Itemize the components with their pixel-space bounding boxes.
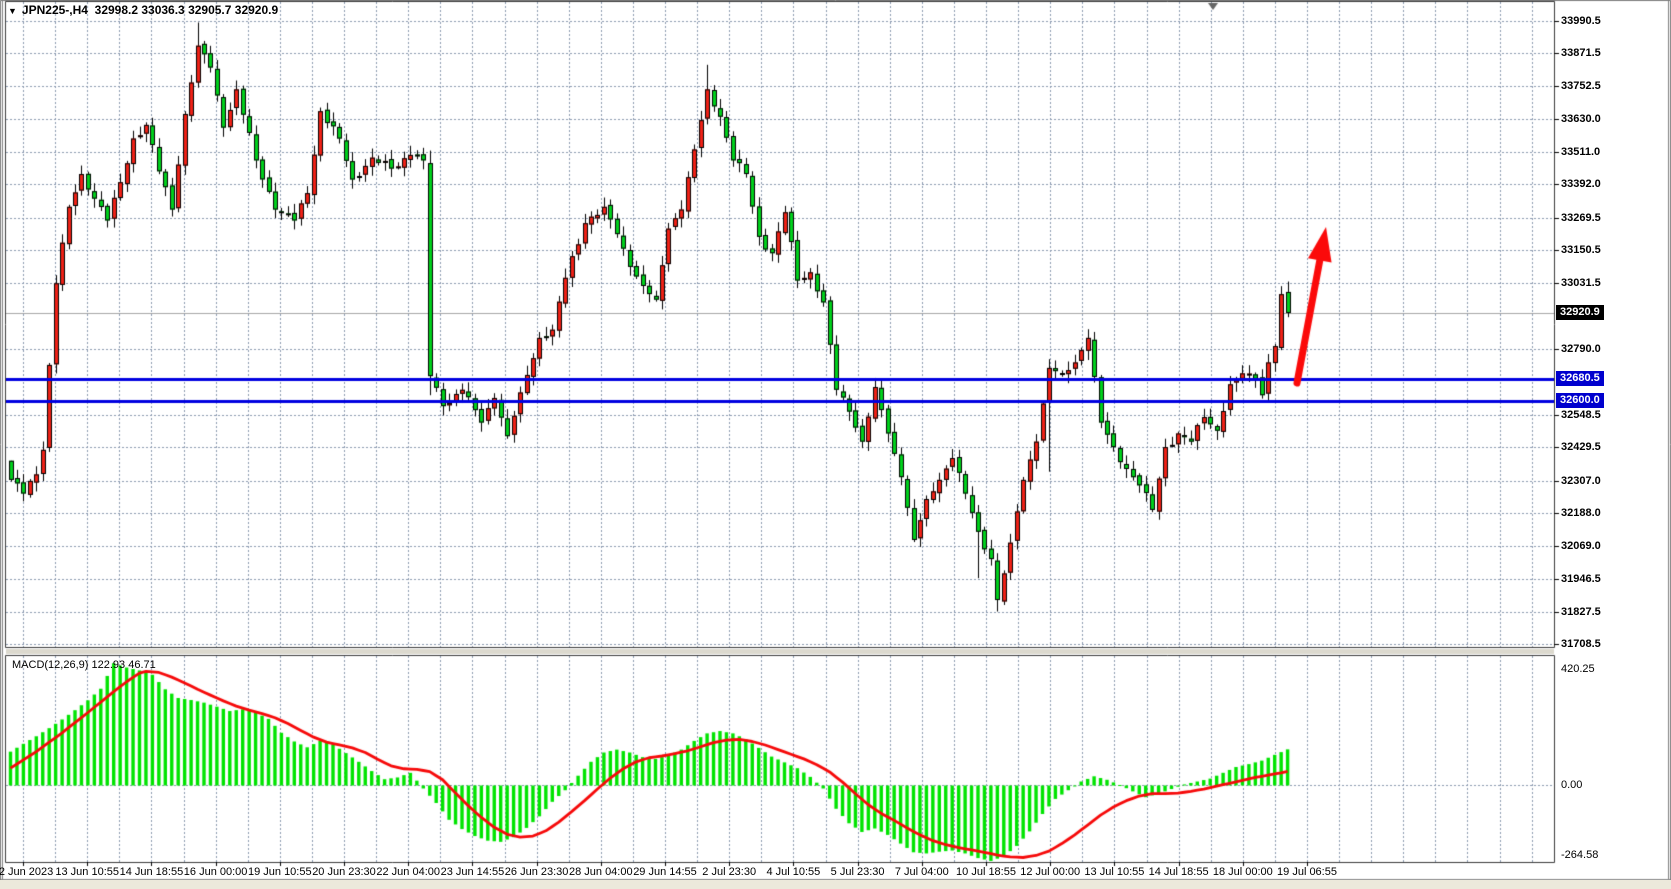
chart-title: ▼ JPN225-,H4 32998.2 33036.3 32905.7 3292…	[8, 3, 278, 17]
macd-name: MACD(12,26,9)	[12, 659, 89, 671]
price-axis-label: 32307.0	[1561, 474, 1601, 487]
price-axis-label: 33752.5	[1561, 79, 1601, 92]
price-axis-label: 33269.5	[1561, 211, 1601, 224]
price-axis-label: 32429.5	[1561, 441, 1601, 454]
macd-indicator-label: MACD(12,26,9) 122.93 46.71	[12, 659, 156, 671]
date-label: 7 Jul 04:00	[894, 866, 949, 878]
macd-signal-value: 46.71	[128, 659, 156, 671]
price-axis-label: 33031.5	[1561, 276, 1601, 289]
date-label: 5 Jul 23:30	[830, 866, 885, 878]
price-axis-label: 31946.5	[1561, 573, 1601, 586]
price-axis-label: 32188.0	[1561, 507, 1601, 520]
ohlc-values: 32998.2 33036.3 32905.7 32920.9	[94, 3, 279, 17]
price-axis-label: 31827.5	[1561, 605, 1601, 618]
symbol-period-label: JPN225-,H4	[21, 3, 88, 17]
date-label: 18 Jul 00:00	[1212, 866, 1273, 878]
date-label: 4 Jul 10:55	[766, 866, 821, 878]
symbol-dropdown-icon[interactable]: ▼	[8, 6, 17, 16]
date-label: 12 Jul 00:00	[1020, 866, 1081, 878]
price-axis-label: 33150.5	[1561, 244, 1601, 257]
date-label: 13 Jul 10:55	[1084, 866, 1145, 878]
bottom-strip	[0, 880, 1671, 889]
macd-axis-label: 0.00	[1561, 779, 1583, 791]
price-axis-label: 31708.5	[1561, 638, 1601, 651]
date-label: 26 Jun 23:30	[504, 866, 569, 878]
macd-main-value: 122.93	[91, 659, 126, 671]
level-price-badge: 32600.0	[1556, 392, 1604, 408]
price-axis-label: 33392.0	[1561, 178, 1601, 191]
price-axis-label: 33630.0	[1561, 113, 1601, 126]
date-label: 20 Jun 23:30	[312, 866, 376, 878]
date-label: 19 Jul 06:55	[1277, 866, 1337, 878]
price-axis-label: 33990.5	[1561, 14, 1601, 27]
level-price-badge: 32680.5	[1556, 370, 1604, 386]
date-label: 23 Jun 14:55	[440, 866, 505, 878]
macd-axis-label: -264.58	[1561, 849, 1599, 861]
date-label: 28 Jun 04:00	[568, 866, 633, 878]
price-axis-label: 32548.5	[1561, 408, 1601, 421]
price-axis-label: 32790.0	[1561, 342, 1601, 355]
date-label: 14 Jun 18:55	[119, 866, 184, 878]
date-label: 2 Jul 23:30	[702, 866, 757, 878]
macd-axis-label: 420.25	[1561, 663, 1595, 675]
date-label: 16 Jun 00:00	[183, 866, 248, 878]
date-label: 10 Jul 18:55	[956, 866, 1016, 878]
date-label: 19 Jun 10:55	[247, 866, 312, 878]
date-label: 13 Jun 10:55	[55, 866, 119, 878]
current-price-badge: 32920.9	[1556, 305, 1604, 321]
price-axis-label: 32069.0	[1561, 539, 1601, 552]
date-label: 14 Jul 18:55	[1148, 866, 1209, 878]
price-axis-label: 33511.0	[1561, 145, 1601, 158]
date-label: 29 Jun 14:55	[633, 866, 697, 878]
date-label: 12 Jun 2023	[0, 866, 54, 878]
price-axis-label: 33871.5	[1561, 47, 1601, 60]
date-label: 22 Jun 04:00	[376, 866, 440, 878]
